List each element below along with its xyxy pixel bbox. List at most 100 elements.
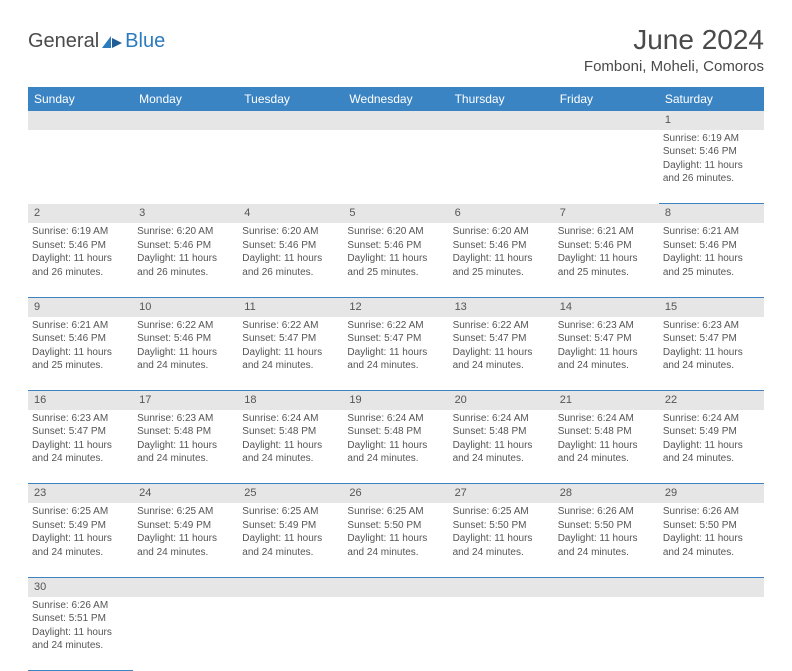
day-number-cell: 22 [659,391,764,410]
sunset-text: Sunset: 5:47 PM [242,332,339,346]
sunrise-text: Sunrise: 6:25 AM [137,505,234,519]
day-number: 8 [665,207,671,219]
sunset-text: Sunset: 5:46 PM [242,239,339,253]
week-row: Sunrise: 6:23 AMSunset: 5:47 PMDaylight:… [28,410,764,484]
sunrise-text: Sunrise: 6:20 AM [137,225,234,239]
day-number: 6 [455,207,461,219]
day-number: 23 [34,487,46,499]
day-number: 28 [560,487,572,499]
day-number-cell: 14 [554,297,659,316]
day-number: 11 [244,301,255,313]
day-number: 2 [34,207,40,219]
day-cell [133,130,238,204]
day-number-cell: 25 [238,484,343,503]
sunrise-text: Sunrise: 6:21 AM [32,319,129,333]
weekday-header: Sunday [28,87,133,111]
day-number-cell: 17 [133,391,238,410]
day-number-cell: 23 [28,484,133,503]
daylight-text: Daylight: 11 hours [242,439,339,453]
day-number-cell: 7 [554,204,659,223]
daylight-text: and 24 minutes. [663,359,760,373]
day-number-cell: 18 [238,391,343,410]
sunset-text: Sunset: 5:46 PM [453,239,550,253]
day-cell: Sunrise: 6:22 AMSunset: 5:47 PMDaylight:… [449,317,554,391]
day-number-cell [449,111,554,130]
daylight-text: Daylight: 11 hours [663,439,760,453]
sunrise-text: Sunrise: 6:23 AM [32,412,129,426]
daylight-text: and 24 minutes. [558,452,655,466]
daylight-text: Daylight: 11 hours [663,346,760,360]
day-number-row: 23242526272829 [28,484,764,503]
daylight-text: Daylight: 11 hours [663,532,760,546]
daylight-text: and 26 minutes. [32,266,129,280]
day-cell: Sunrise: 6:25 AMSunset: 5:50 PMDaylight:… [449,503,554,577]
sunset-text: Sunset: 5:50 PM [347,519,444,533]
day-number: 5 [349,207,355,219]
daylight-text: Daylight: 11 hours [32,532,129,546]
daylight-text: and 24 minutes. [558,546,655,560]
day-cell: Sunrise: 6:20 AMSunset: 5:46 PMDaylight:… [449,223,554,297]
day-number-cell: 15 [659,297,764,316]
day-number: 4 [244,207,250,219]
sunrise-text: Sunrise: 6:23 AM [663,319,760,333]
daylight-text: Daylight: 11 hours [137,346,234,360]
sunrise-text: Sunrise: 6:21 AM [558,225,655,239]
day-cell: Sunrise: 6:20 AMSunset: 5:46 PMDaylight:… [238,223,343,297]
day-number-cell: 10 [133,297,238,316]
sunset-text: Sunset: 5:46 PM [663,145,760,159]
day-number-cell [238,577,343,596]
daylight-text: and 24 minutes. [663,452,760,466]
daylight-text: Daylight: 11 hours [32,439,129,453]
day-number-cell [133,577,238,596]
sunrise-text: Sunrise: 6:20 AM [453,225,550,239]
flag-icon [101,34,123,50]
title-block: June 2024 Fomboni, Moheli, Comoros [584,24,764,75]
daylight-text: and 24 minutes. [663,546,760,560]
day-cell: Sunrise: 6:25 AMSunset: 5:49 PMDaylight:… [28,503,133,577]
day-number-cell: 16 [28,391,133,410]
sunset-text: Sunset: 5:49 PM [242,519,339,533]
sunrise-text: Sunrise: 6:19 AM [663,132,760,146]
sunset-text: Sunset: 5:49 PM [663,425,760,439]
daylight-text: and 24 minutes. [347,359,444,373]
day-number-cell: 30 [28,577,133,596]
day-number: 10 [139,301,151,313]
day-cell: Sunrise: 6:20 AMSunset: 5:46 PMDaylight:… [133,223,238,297]
daylight-text: and 24 minutes. [453,546,550,560]
day-number: 20 [455,394,467,406]
day-number: 24 [139,487,151,499]
week-row: Sunrise: 6:25 AM Sunset: 5:49 PM Daylight:… [28,503,764,577]
sunrise-text: Sunrise: 6:20 AM [242,225,339,239]
sunrise-text: Sunrise: 6:24 AM [242,412,339,426]
sunset-text: Sunset: 5:46 PM [32,239,129,253]
day-cell [343,597,448,671]
day-cell: Sunrise: 6:24 AMSunset: 5:48 PMDaylight:… [449,410,554,484]
day-cell: Sunrise: 6:22 AMSunset: 5:47 PMDaylight:… [238,317,343,391]
daylight-text: Daylight: 11 hours [347,252,444,266]
sunrise-text: Sunrise: 6:22 AM [137,319,234,333]
day-number-cell [449,577,554,596]
sunrise-text: Sunrise: 6:26 AM [663,505,760,519]
daylight-text: Daylight: 11 hours [32,626,129,640]
daylight-text: Daylight: 11 hours [347,346,444,360]
day-cell: Sunrise: 6:24 AMSunset: 5:48 PMDaylight:… [238,410,343,484]
day-cell: Sunrise: 6:19 AMSunset: 5:46 PMDaylight:… [28,223,133,297]
sunset-text: Sunset: 5:46 PM [558,239,655,253]
sunset-text: Sunset: 5:46 PM [137,239,234,253]
daylight-text: and 24 minutes. [242,452,339,466]
daylight-text: Daylight: 11 hours [663,159,760,173]
day-number-cell [343,577,448,596]
day-number: 7 [560,207,566,219]
sunset-text: Sunset: 5:47 PM [453,332,550,346]
sunset-text: Sunset: 5:46 PM [663,239,760,253]
day-number: 12 [349,301,361,313]
day-number-cell: 13 [449,297,554,316]
day-cell: Sunrise: 6:23 AMSunset: 5:47 PMDaylight:… [659,317,764,391]
sunset-text: Sunset: 5:46 PM [32,332,129,346]
sunset-text: Sunset: 5:50 PM [453,519,550,533]
sunset-text: Sunset: 5:46 PM [347,239,444,253]
day-number-cell: 19 [343,391,448,410]
day-number: 21 [560,394,572,406]
sunset-text: Sunset: 5:46 PM [137,332,234,346]
day-cell [554,597,659,671]
